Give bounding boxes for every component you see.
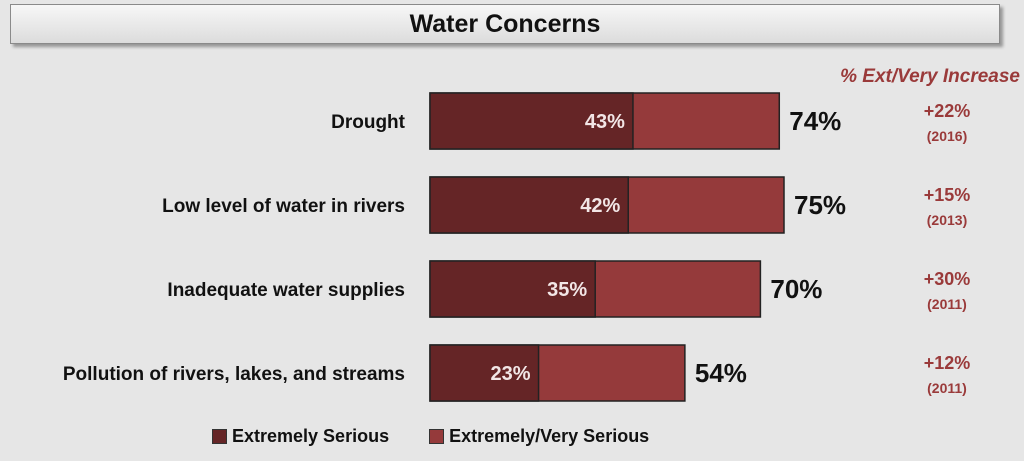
data-label-extremely-serious: 35% (547, 279, 587, 301)
increase-column-header: % Ext/Very Increase (840, 66, 1020, 87)
data-label-extremely-serious: 43% (585, 111, 625, 133)
legend-label-extremely-very-serious: Extremely/Very Serious (449, 426, 650, 446)
bar-extremely-serious (429, 92, 634, 150)
chart-title: Water Concerns (409, 9, 601, 38)
increase-value: +30% (924, 269, 971, 289)
bar-extremely-serious (429, 344, 540, 402)
bar-extremely-serious (429, 176, 629, 234)
increase-value: +12% (924, 353, 971, 373)
legend-label-extremely-serious: Extremely Serious (232, 426, 390, 446)
legend-swatch-extremely-very-serious (429, 429, 445, 444)
increase-year: (2013) (927, 212, 967, 228)
increase-value: +22% (924, 101, 971, 121)
chart-title-box: Water Concerns (10, 4, 1000, 44)
data-label-total: 54% (695, 358, 747, 388)
legend: Extremely Serious Extremely/Very Serious (212, 426, 689, 447)
increase-year: (2016) (927, 128, 967, 144)
legend-swatch-extremely-serious (212, 429, 227, 444)
data-label-total: 70% (770, 274, 822, 304)
increase-value: +15% (924, 185, 971, 205)
data-label-total: 74% (789, 106, 841, 136)
legend-item-extremely-serious: Extremely Serious (212, 426, 389, 447)
category-label: Drought (331, 112, 406, 133)
legend-item-extremely-very-serious: Extremely/Very Serious (429, 426, 649, 447)
increase-year: (2011) (927, 296, 967, 312)
data-label-extremely-serious: 23% (491, 363, 531, 385)
increase-year: (2011) (927, 380, 967, 396)
category-label: Pollution of rivers, lakes, and streams (63, 364, 405, 385)
bar-extremely-serious (429, 260, 596, 318)
data-label-total: 75% (794, 190, 846, 220)
data-label-extremely-serious: 42% (580, 195, 620, 217)
category-label: Low level of water in rivers (162, 196, 405, 217)
category-label: Inadequate water supplies (167, 280, 405, 301)
